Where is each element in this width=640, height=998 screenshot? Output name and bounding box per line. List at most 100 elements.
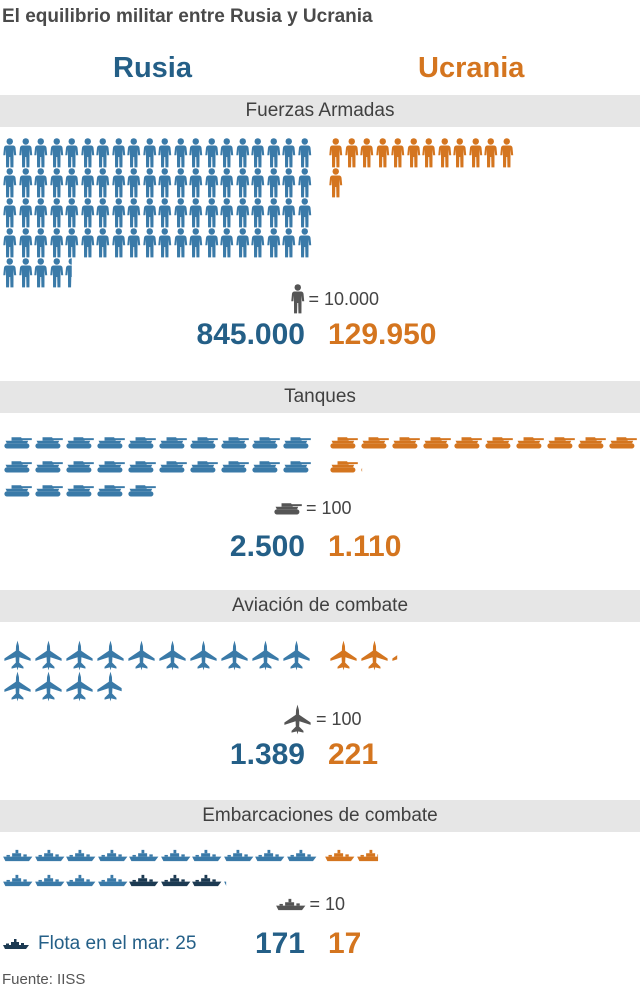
soldier-icon <box>18 168 32 198</box>
ship-icon <box>160 849 190 862</box>
ship-icon <box>286 849 316 862</box>
soldier-icon <box>111 168 125 198</box>
jet-icon <box>283 640 310 671</box>
soldier-icon <box>235 198 249 228</box>
soldier-icon <box>189 138 203 168</box>
jet-icon <box>4 671 31 702</box>
soldier-icon <box>18 228 32 258</box>
tank-icon <box>66 485 94 497</box>
ship-icon <box>223 881 226 886</box>
soldier-icon <box>282 228 296 258</box>
soldier-icon <box>127 138 141 168</box>
soldier-icon <box>49 168 63 198</box>
soldier-icon <box>282 198 296 228</box>
ukraine-tank-icons <box>328 430 640 478</box>
tank-legend: = 100 <box>272 496 352 520</box>
soldier-icon <box>291 284 305 314</box>
ukraine-ship-icons <box>324 843 524 868</box>
section-header-combat-aircraft: Aviación de combate <box>0 590 640 622</box>
jet-icon <box>361 640 388 671</box>
section-header-combat-ships: Embarcaciones de combate <box>0 800 640 832</box>
jet-icon <box>221 640 248 671</box>
tank-icon <box>423 437 451 449</box>
soldier-icon <box>142 138 156 168</box>
tank-icon <box>128 437 156 449</box>
tank-icon <box>190 461 218 473</box>
tank-icon <box>547 437 575 449</box>
soldier-icon <box>297 228 311 258</box>
jet-icon <box>66 671 93 702</box>
soldier-icon <box>34 198 48 228</box>
soldier-icon <box>80 168 94 198</box>
soldier-icon <box>80 228 94 258</box>
ship-legend: = 10 <box>275 892 345 917</box>
chart-title: El equilibrio militar entre Rusia y Ucra… <box>2 6 373 27</box>
tank-icon <box>330 461 358 473</box>
tank-icon <box>221 437 249 449</box>
soldier-icon <box>484 138 498 168</box>
jet-legend-text: = 100 <box>316 709 362 729</box>
ship-icon <box>129 849 159 862</box>
jet-icon <box>330 640 357 671</box>
soldier-icon <box>235 168 249 198</box>
soldier-icon <box>142 198 156 228</box>
russia-tank-icons <box>2 430 312 502</box>
tank-icon <box>128 461 156 473</box>
soldier-icon <box>453 138 467 168</box>
soldier-icon <box>329 168 343 198</box>
soldier-icon <box>3 168 17 198</box>
tank-icon <box>159 461 187 473</box>
tank-icon <box>159 437 187 449</box>
soldier-icon <box>173 138 187 168</box>
soldier-icon <box>173 168 187 198</box>
soldier-icon <box>158 138 172 168</box>
soldier-icon <box>80 138 94 168</box>
ship-icon <box>3 939 29 949</box>
soldier-icon <box>96 228 110 258</box>
ukraine-total-tanks: 1.110 <box>328 530 402 563</box>
soldier-icon <box>235 138 249 168</box>
ship-icon <box>192 849 222 862</box>
soldier-icon <box>422 138 436 168</box>
tank-icon <box>97 485 125 497</box>
soldier-icon <box>18 258 32 288</box>
soldier-icon <box>468 138 482 168</box>
soldier-icon <box>189 228 203 258</box>
ukraine-soldier-icons <box>328 138 528 198</box>
ship-icon <box>275 892 310 917</box>
jet-icon <box>392 655 398 661</box>
ship-icon <box>160 874 190 887</box>
soldier-icon <box>3 258 17 288</box>
ship-icon <box>34 874 64 887</box>
soldier-icon <box>34 228 48 258</box>
ship-icon <box>66 874 96 887</box>
jet-icon <box>66 640 93 671</box>
soldier-icon <box>251 198 265 228</box>
soldier-icon <box>290 284 309 314</box>
soldier-icon <box>266 168 280 198</box>
tank-icon <box>4 485 32 497</box>
soldier-icon <box>406 138 420 168</box>
tank-icon <box>35 437 63 449</box>
soldier-icon <box>329 138 343 168</box>
ship-icon <box>3 874 33 887</box>
soldier-icon <box>266 198 280 228</box>
tank-icon <box>454 437 482 449</box>
jet-icon <box>4 640 31 671</box>
soldier-icon <box>235 228 249 258</box>
jet-icon <box>252 640 279 671</box>
soldier-icon <box>173 198 187 228</box>
tank-icon <box>609 437 637 449</box>
fleet-at-sea-note: Flota en el mar: 25 <box>2 933 196 955</box>
tank-icon <box>485 437 513 449</box>
tank-icon <box>35 485 63 497</box>
soldier-icon <box>3 198 17 228</box>
soldier-icon <box>220 228 234 258</box>
soldier-icon <box>127 228 141 258</box>
ship-icon <box>97 849 127 862</box>
soldier-icon <box>251 228 265 258</box>
ship-icon <box>97 874 127 887</box>
tank-icon <box>252 437 280 449</box>
soldier-icon <box>499 138 513 168</box>
tank-legend-text: = 100 <box>306 497 352 518</box>
